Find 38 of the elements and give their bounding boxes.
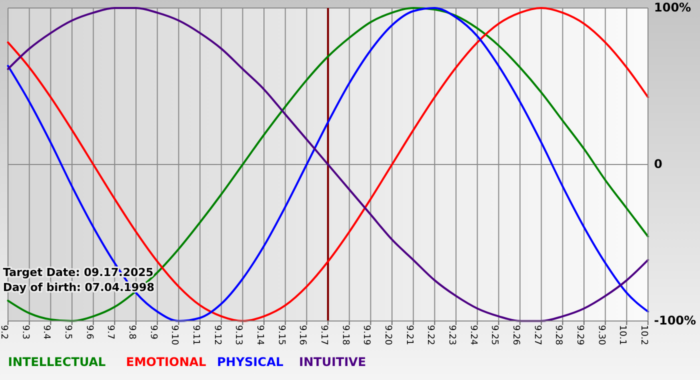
text: INTUITIVE <box>299 355 366 369</box>
x-tick-label: 10.1 <box>617 325 628 346</box>
y-tick-label: 0 <box>654 156 662 171</box>
x-tick-label: 9.27 <box>532 325 542 346</box>
y-tick-label: 100% <box>654 0 692 14</box>
x-tick-label: 9.2 <box>0 325 9 340</box>
x-tick-label: 9.28 <box>553 325 564 346</box>
x-tick-label: 9.6 <box>84 325 94 340</box>
x-tick-label: 9.19 <box>361 325 372 346</box>
x-tick-label: 9.4 <box>41 325 52 340</box>
x-tick-label: 9.8 <box>126 325 137 340</box>
x-tick-label: 9.17 <box>318 325 329 346</box>
x-tick-label: 9.5 <box>62 325 73 340</box>
y-tick-label: -100% <box>654 313 696 328</box>
text: PHYSICAL <box>217 355 284 369</box>
x-tick-label: 9.20 <box>382 325 393 346</box>
x-tick-label: 9.9 <box>148 325 158 340</box>
x-tick-label: 9.26 <box>510 325 521 346</box>
x-tick-label: 9.11 <box>190 325 201 346</box>
x-tick-label: 9.23 <box>446 325 457 346</box>
x-tick-label: 9.24 <box>468 325 478 346</box>
x-tick-label: 9.25 <box>489 325 500 346</box>
x-tick-label: 9.13 <box>233 325 244 346</box>
x-tick-label: 9.12 <box>212 325 222 346</box>
x-tick-label: 9.7 <box>105 325 116 340</box>
x-tick-label: 9.14 <box>254 325 265 346</box>
text: EMOTIONAL <box>126 355 207 369</box>
text: INTELLECTUAL <box>8 355 106 369</box>
x-tick-label: 9.3 <box>20 325 30 340</box>
x-tick-label: 9.21 <box>404 325 414 346</box>
x-tick-label: 10.2 <box>638 325 649 346</box>
x-tick-label: 9.16 <box>297 325 308 346</box>
x-tick-label: 9.22 <box>425 325 436 346</box>
x-tick-label: 9.18 <box>340 325 350 346</box>
x-tick-label: 9.29 <box>574 325 585 346</box>
x-tick-label: 9.30 <box>596 325 606 346</box>
x-tick-label: 9.10 <box>169 325 180 346</box>
x-tick-label: 9.15 <box>276 325 286 346</box>
